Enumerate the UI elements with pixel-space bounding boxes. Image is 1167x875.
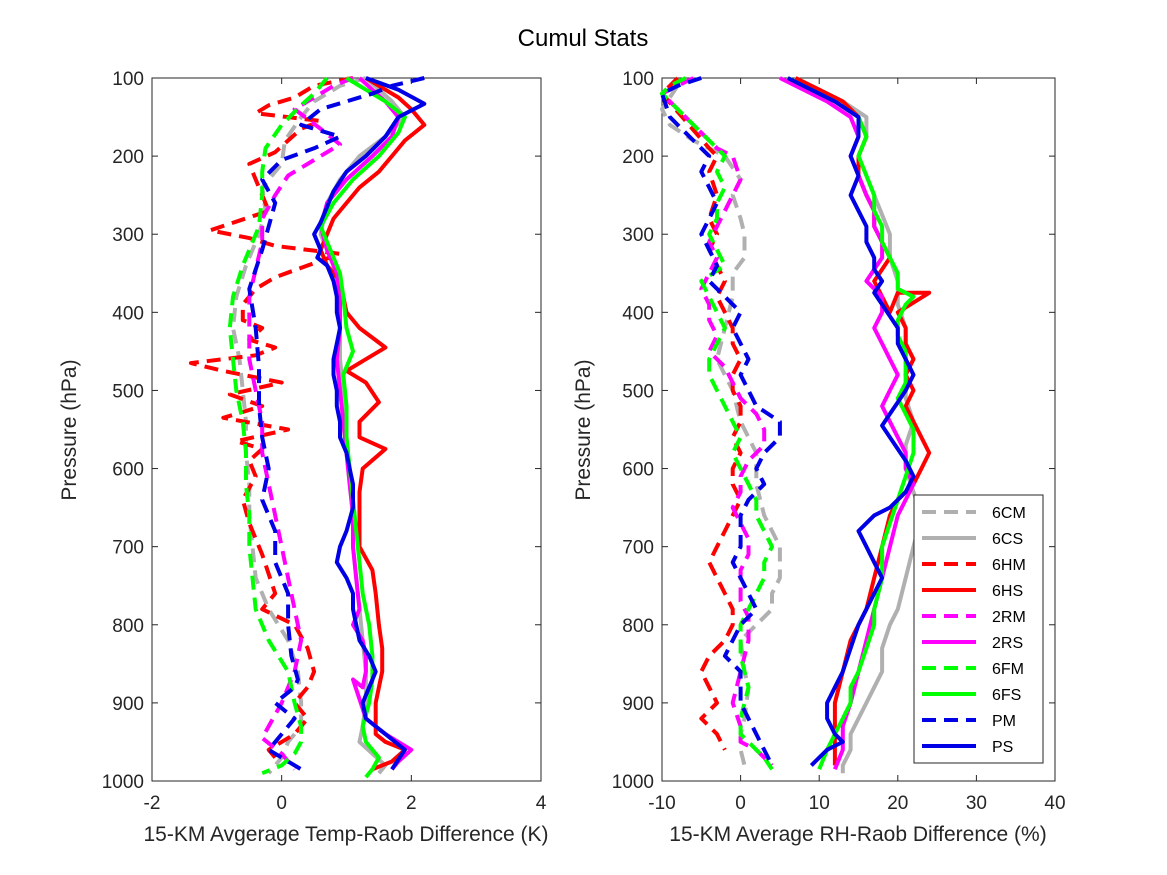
y-tick-label: 100	[112, 69, 144, 90]
x-tick-label: 10	[809, 793, 830, 814]
x-tick-label: 4	[536, 793, 547, 814]
series-line-6fs	[318, 76, 407, 779]
x-axis-label-right: 15-KM Average RH-Raob Difference (%)	[669, 823, 1046, 846]
x-tick-label: -10	[648, 793, 675, 814]
y-tick-label: 300	[622, 225, 654, 246]
series-line-6fm	[660, 76, 774, 771]
legend-label-6fs: 6FS	[992, 687, 1021, 704]
x-tick-label: 30	[966, 793, 987, 814]
series-lines-right	[660, 76, 932, 774]
ticks-left: -2 0 2 4 100 200 300 400 500 600 700 800 900 1000	[102, 69, 547, 814]
y-tick-label: 700	[622, 538, 654, 559]
legend-label-6cm: 6CM	[992, 505, 1026, 522]
ticks-right: -10 0 10 20 30 40 100 200 300 400 500 600 700 800 900 1…	[612, 69, 1066, 814]
legend-label-pm: PM	[992, 713, 1016, 730]
x-tick-label: 20	[887, 793, 908, 814]
y-tick-label: 500	[622, 381, 654, 402]
y-tick-label: 1000	[612, 772, 654, 793]
y-tick-label: 200	[112, 147, 144, 168]
series-line-pm	[247, 76, 425, 772]
series-line-2rm	[660, 76, 774, 767]
temp-difference-plot: -2 0 2 4 100 200 300 400 500 600 700 800 900 1000 15-…	[58, 69, 549, 846]
legend-label-ps: PS	[992, 739, 1013, 756]
y-tick-label: 900	[622, 694, 654, 715]
y-tick-label: 500	[112, 381, 144, 402]
y-tick-label: 700	[112, 538, 144, 559]
legend-label-6fm: 6FM	[992, 661, 1024, 678]
series-line-ps	[312, 76, 427, 771]
series-line-6hs	[318, 76, 427, 772]
legend-label-2rs: 2RS	[992, 635, 1023, 652]
series-line-6hm	[188, 76, 354, 759]
x-tick-label: 40	[1044, 793, 1065, 814]
series-line-6fm	[227, 76, 329, 776]
legend: 6CM 6CS 6HM 6HS 2RM 2RS 6FM 6FS PM PS	[913, 494, 1044, 764]
series-lines-left	[188, 76, 427, 779]
y-tick-label: 800	[112, 616, 144, 637]
y-axis-label-right: Pressure (hPa)	[572, 359, 595, 500]
y-tick-label: 200	[622, 147, 654, 168]
series-line-6cm	[231, 76, 367, 775]
rh-difference-plot: -10 0 10 20 30 40 100 200 300 400 500 600 700 800 900 1…	[572, 69, 1066, 846]
x-tick-label: 0	[735, 793, 746, 814]
y-tick-label: 600	[622, 460, 654, 481]
x-tick-label: -2	[144, 793, 161, 814]
x-tick-label: 0	[276, 793, 287, 814]
legend-box	[913, 494, 1044, 764]
legend-label-2rm: 2RM	[992, 609, 1026, 626]
y-tick-label: 1000	[102, 772, 144, 793]
y-tick-label: 900	[112, 694, 144, 715]
y-axis-label-left: Pressure (hPa)	[58, 359, 81, 500]
series-line-6fs	[786, 76, 916, 771]
y-tick-label: 800	[622, 616, 654, 637]
series-line-pm	[660, 76, 782, 767]
legend-label-6hm: 6HM	[992, 557, 1026, 574]
y-tick-label: 100	[622, 69, 654, 90]
legend-label-6cs: 6CS	[992, 531, 1023, 548]
x-tick-label: 2	[406, 793, 417, 814]
y-tick-label: 400	[112, 303, 144, 324]
legend-label-6hs: 6HS	[992, 583, 1023, 600]
figure-title: Cumul Stats	[518, 25, 649, 52]
y-tick-label: 300	[112, 225, 144, 246]
y-tick-label: 600	[112, 460, 144, 481]
x-axis-label-left: 15-KM Avgerage Temp-Raob Difference (K)	[143, 823, 548, 846]
series-line-ps	[786, 76, 916, 767]
y-tick-label: 400	[622, 303, 654, 324]
